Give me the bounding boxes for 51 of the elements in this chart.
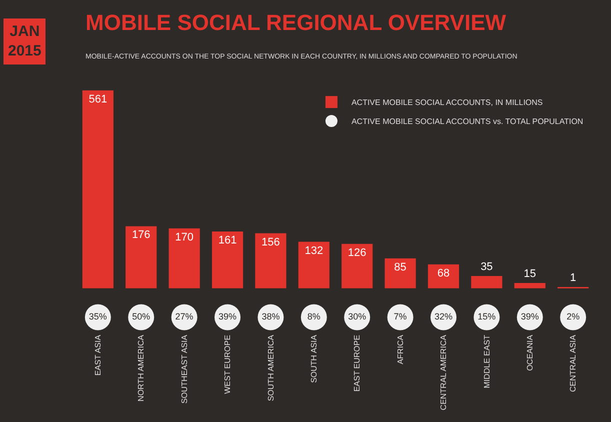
bar [514,283,546,288]
data-label: 176 [132,229,150,242]
x-tick-label: CENTRAL AMERICA [439,334,448,410]
data-label: 156 [262,236,280,248]
data-label: 35% [88,311,107,322]
data-label: 39% [520,311,539,322]
text: JAN 2015 [8,23,42,60]
data-label: 85 [394,261,406,274]
bar [82,90,114,288]
x-tick-label: AFRICA [396,334,405,364]
data-label: 38% [262,311,280,322]
bar [471,276,502,288]
x-tick-label: EAST ASIA [94,334,103,376]
data-label: 161 [218,234,237,247]
bar [428,264,460,288]
x-tick-label: SOUTHEAST ASIA [180,334,189,404]
data-label: 30% [348,311,366,322]
data-label: 15% [478,311,496,322]
data-label: 39% [218,311,237,322]
data-label: 561 [88,93,108,106]
data-label: 2% [566,311,580,322]
x-tick-label: SOUTH ASIA [310,334,318,383]
bar [126,226,157,288]
bar [212,232,244,288]
data-label: 35 [480,260,493,273]
data-label: 126 [348,246,366,259]
bar [168,228,200,288]
data-label: 32% [434,311,452,322]
data-label: 170 [175,231,194,244]
data-label: 15 [524,268,536,280]
bar [384,258,416,288]
x-tick-label: CENTRAL ASIA [568,334,578,392]
x-tick-label: MIDDLE EAST [482,334,492,388]
chart-title: MOBILE SOCIAL REGIONAL OVERVIEW [86,10,506,35]
x-tick-label: NORTH AMERICA [136,334,146,402]
data-label: 132 [304,244,324,257]
x-tick-label: WEST EUROPE [223,334,232,394]
bar [298,242,330,288]
x-tick-label: OCEANIA [525,334,534,371]
bar [255,233,286,288]
data-label: 1 [570,272,576,284]
data-label: 7% [394,311,407,322]
legend-label: ACTIVE MOBILE SOCIAL ACCOUNTS vs. TOTAL POPULATION [351,117,584,126]
bar [342,244,373,288]
data-label: 8% [307,311,320,322]
data-label: 27% [175,311,194,322]
legend-label: ACTIVE MOBILE SOCIAL ACCOUNTS, IN MILLIONS [351,98,543,108]
data-label: 50% [132,311,150,322]
x-tick-label: EAST EUROPE [352,334,362,392]
data-label: 68 [437,267,450,280]
x-tick-label: SOUTH AMERICA [266,334,276,402]
